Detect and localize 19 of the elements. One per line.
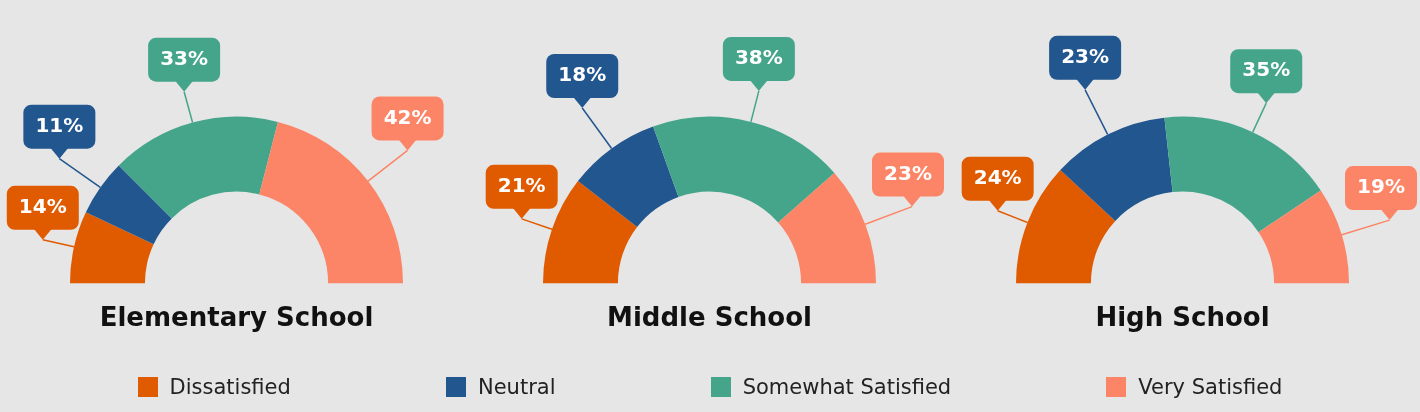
data-label: 18% xyxy=(558,62,607,87)
legend-label: Dissatisfied xyxy=(169,375,291,399)
data-label: 19% xyxy=(1357,174,1405,199)
data-label: 33% xyxy=(160,45,209,70)
data-label: 23% xyxy=(1061,43,1110,68)
text: Elementary School xyxy=(99,302,374,333)
data-label: 23% xyxy=(884,160,932,185)
data-label: 38% xyxy=(734,45,783,70)
data-label: 11% xyxy=(35,112,84,137)
legend-label: Very Satisfied xyxy=(1138,375,1283,399)
legend-label: Neutral xyxy=(477,375,556,399)
data-label: 21% xyxy=(497,173,546,198)
data-label: 35% xyxy=(1242,57,1291,82)
data-label: 24% xyxy=(973,164,1022,189)
text: High School xyxy=(1095,302,1270,333)
data-label: 42% xyxy=(383,104,432,129)
legend-label: Somewhat Satisfied xyxy=(742,375,952,399)
text: Middle School xyxy=(607,302,812,333)
data-label: 14% xyxy=(18,194,67,219)
